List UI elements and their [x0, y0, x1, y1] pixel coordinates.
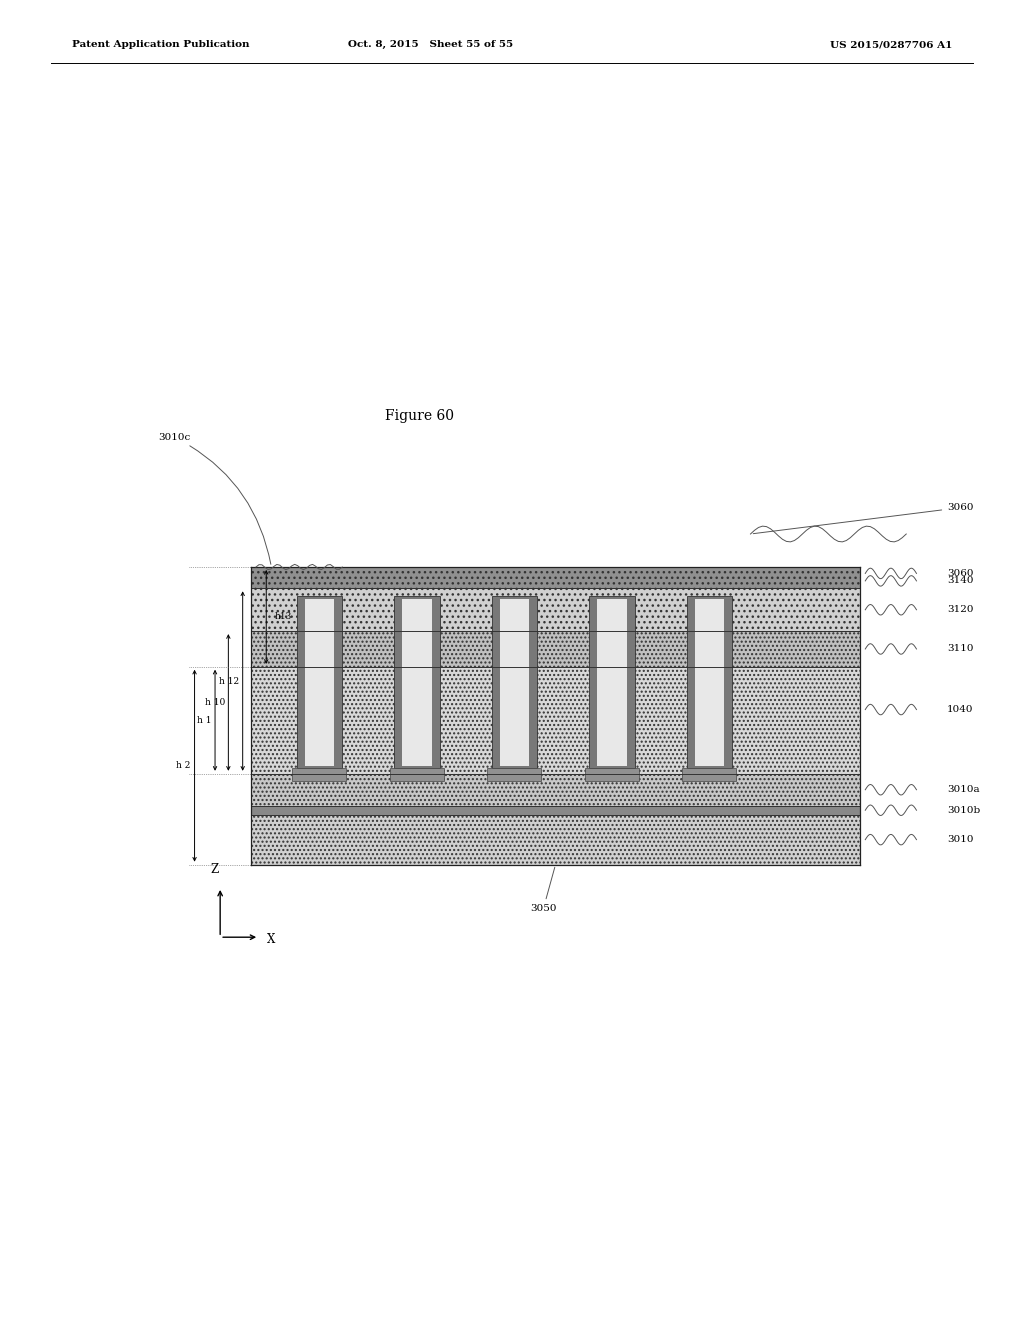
Text: 3110: 3110 — [947, 644, 974, 653]
Bar — [597, 599, 627, 766]
Text: 3140: 3140 — [947, 577, 974, 585]
Bar — [251, 631, 860, 667]
Bar — [402, 599, 431, 766]
Text: US 2015/0287706 A1: US 2015/0287706 A1 — [829, 41, 952, 49]
Text: Figure 60: Figure 60 — [385, 409, 455, 422]
Text: h 10: h 10 — [205, 698, 225, 708]
Text: Oct. 8, 2015   Sheet 55 of 55: Oct. 8, 2015 Sheet 55 of 55 — [347, 41, 513, 49]
Bar — [694, 599, 724, 766]
Text: 1040: 1040 — [947, 705, 974, 714]
Bar — [492, 597, 538, 768]
Bar — [251, 589, 860, 631]
Text: h 12: h 12 — [219, 677, 240, 685]
Bar — [251, 667, 860, 774]
Bar — [394, 597, 439, 768]
Text: 3010c: 3010c — [158, 433, 271, 564]
Bar — [686, 597, 732, 768]
Text: 3060: 3060 — [947, 569, 974, 578]
Text: 3060: 3060 — [754, 503, 974, 533]
Bar — [589, 597, 635, 768]
Bar — [500, 599, 529, 766]
Text: h13: h13 — [274, 612, 292, 622]
Bar — [297, 597, 342, 768]
Bar — [585, 768, 639, 781]
Text: 3010a: 3010a — [947, 785, 980, 795]
Bar — [251, 814, 860, 865]
Bar — [487, 768, 542, 781]
Text: h 1: h 1 — [198, 715, 212, 725]
Text: 3120: 3120 — [947, 606, 974, 614]
Text: 3010b: 3010b — [947, 805, 980, 814]
Text: h 2: h 2 — [176, 762, 190, 770]
Bar — [251, 805, 860, 814]
Bar — [682, 768, 736, 781]
Text: Z: Z — [211, 863, 219, 876]
Bar — [293, 768, 346, 781]
Text: X: X — [267, 933, 275, 946]
Bar — [251, 774, 860, 805]
Bar — [251, 568, 860, 589]
Bar — [390, 768, 443, 781]
Bar — [305, 599, 334, 766]
Text: Patent Application Publication: Patent Application Publication — [72, 41, 249, 49]
Text: 3010: 3010 — [947, 836, 974, 845]
Text: 3050: 3050 — [530, 867, 557, 913]
